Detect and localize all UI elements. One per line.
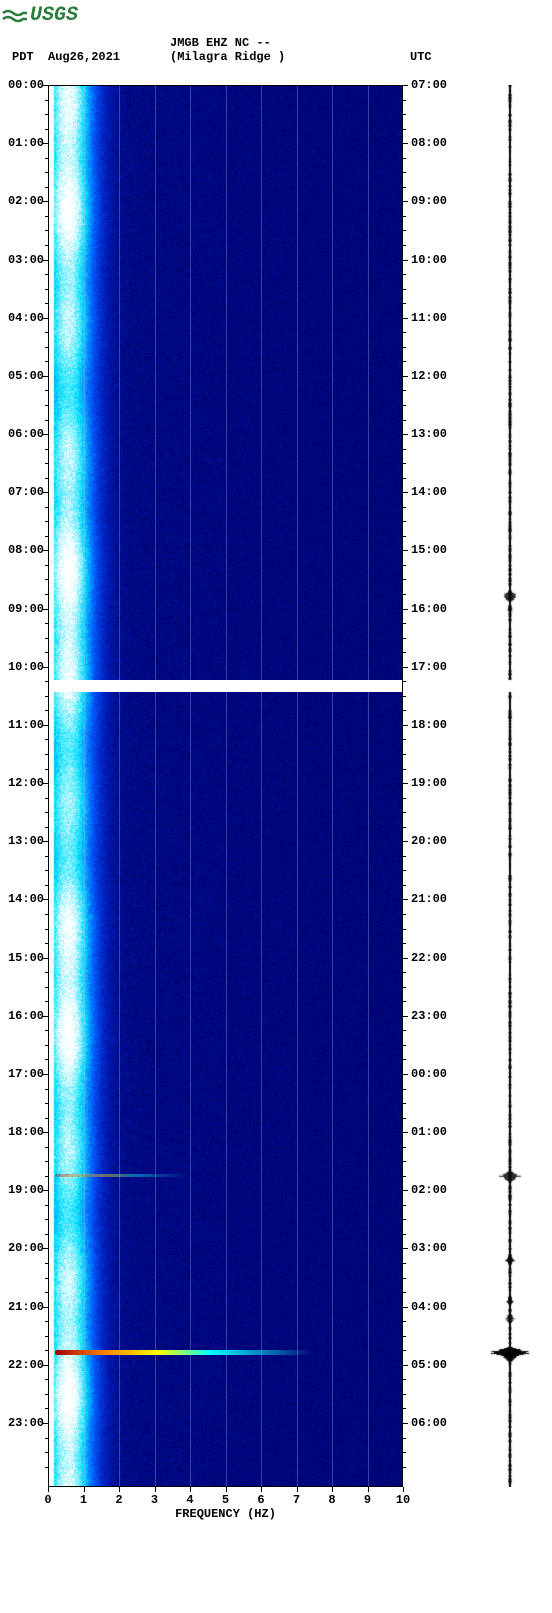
gridline — [368, 85, 369, 1487]
ytick-left-label: 23:00 — [8, 1416, 44, 1430]
ytick-left-label: 18:00 — [8, 1125, 44, 1139]
ytick-right-label: 18:00 — [411, 718, 447, 732]
ytick-left-label: 08:00 — [8, 543, 44, 557]
left-tz-label: PDT — [12, 50, 34, 64]
ytick-left-label: 19:00 — [8, 1183, 44, 1197]
ytick-right-label: 06:00 — [411, 1416, 447, 1430]
gridline — [226, 85, 227, 1487]
seismic-event — [55, 1174, 190, 1177]
ytick-right-label: 11:00 — [411, 311, 447, 325]
station-subtitle: (Milagra Ridge ) — [170, 50, 285, 64]
ytick-left-label: 09:00 — [8, 602, 44, 616]
ytick-left-label: 16:00 — [8, 1009, 44, 1023]
logo-text: USGS — [30, 4, 78, 27]
ytick-left-label: 07:00 — [8, 485, 44, 499]
ytick-right-label: 10:00 — [411, 253, 447, 267]
xtick-label: 9 — [364, 1493, 371, 1507]
xtick-label: 5 — [222, 1493, 229, 1507]
x-axis-label: FREQUENCY (HZ) — [175, 1507, 276, 1521]
xtick-label: 3 — [151, 1493, 158, 1507]
ytick-right-label: 05:00 — [411, 1358, 447, 1372]
xtick-label: 0 — [44, 1493, 51, 1507]
ytick-right-label: 08:00 — [411, 136, 447, 150]
waveform-panel — [485, 85, 535, 1487]
ytick-left-label: 06:00 — [8, 427, 44, 441]
ytick-left-label: 11:00 — [8, 718, 44, 732]
usgs-logo: USGS — [2, 4, 78, 27]
gridline — [332, 85, 333, 1487]
gridline — [84, 85, 85, 1487]
spectrogram-plot: 00:0001:0002:0003:0004:0005:0006:0007:00… — [48, 85, 403, 1487]
gridline — [297, 85, 298, 1487]
ytick-left-label: 01:00 — [8, 136, 44, 150]
xtick-label: 4 — [186, 1493, 193, 1507]
ytick-right-label: 12:00 — [411, 369, 447, 383]
xtick-label: 2 — [115, 1493, 122, 1507]
ytick-left-label: 00:00 — [8, 78, 44, 92]
ytick-left-label: 14:00 — [8, 892, 44, 906]
ytick-right-label: 15:00 — [411, 543, 447, 557]
ytick-right-label: 03:00 — [411, 1241, 447, 1255]
ytick-right-label: 01:00 — [411, 1125, 447, 1139]
right-tz-label: UTC — [410, 50, 432, 64]
ytick-right-label: 13:00 — [411, 427, 447, 441]
date-label: Aug26,2021 — [48, 50, 120, 64]
waveform-canvas — [485, 85, 535, 1487]
ytick-left-label: 22:00 — [8, 1358, 44, 1372]
wave-icon — [2, 7, 28, 25]
ytick-right-label: 07:00 — [411, 78, 447, 92]
ytick-left-label: 03:00 — [8, 253, 44, 267]
xtick-label: 6 — [257, 1493, 264, 1507]
ytick-left-label: 15:00 — [8, 951, 44, 965]
ytick-right-label: 17:00 — [411, 660, 447, 674]
ytick-right-label: 23:00 — [411, 1009, 447, 1023]
data-gap — [48, 680, 403, 693]
ytick-left-label: 05:00 — [8, 369, 44, 383]
gridline — [190, 85, 191, 1487]
xtick-label: 1 — [80, 1493, 87, 1507]
ytick-right-label: 20:00 — [411, 834, 447, 848]
xtick-label: 7 — [293, 1493, 300, 1507]
ytick-right-label: 19:00 — [411, 776, 447, 790]
seismic-event — [55, 1350, 314, 1355]
ytick-left-label: 02:00 — [8, 194, 44, 208]
ytick-right-label: 22:00 — [411, 951, 447, 965]
ytick-left-label: 10:00 — [8, 660, 44, 674]
ytick-right-label: 21:00 — [411, 892, 447, 906]
ytick-right-label: 04:00 — [411, 1300, 447, 1314]
station-title: JMGB EHZ NC -- — [170, 36, 271, 50]
gridline — [119, 85, 120, 1487]
ytick-left-label: 04:00 — [8, 311, 44, 325]
ytick-left-label: 17:00 — [8, 1067, 44, 1081]
xtick-label: 10 — [396, 1493, 410, 1507]
ytick-left-label: 21:00 — [8, 1300, 44, 1314]
gridline — [261, 85, 262, 1487]
ytick-left-label: 20:00 — [8, 1241, 44, 1255]
ytick-right-label: 00:00 — [411, 1067, 447, 1081]
ytick-right-label: 02:00 — [411, 1183, 447, 1197]
ytick-right-label: 16:00 — [411, 602, 447, 616]
ytick-left-label: 12:00 — [8, 776, 44, 790]
ytick-left-label: 13:00 — [8, 834, 44, 848]
gridline — [155, 85, 156, 1487]
ytick-right-label: 09:00 — [411, 194, 447, 208]
ytick-right-label: 14:00 — [411, 485, 447, 499]
xtick-label: 8 — [328, 1493, 335, 1507]
